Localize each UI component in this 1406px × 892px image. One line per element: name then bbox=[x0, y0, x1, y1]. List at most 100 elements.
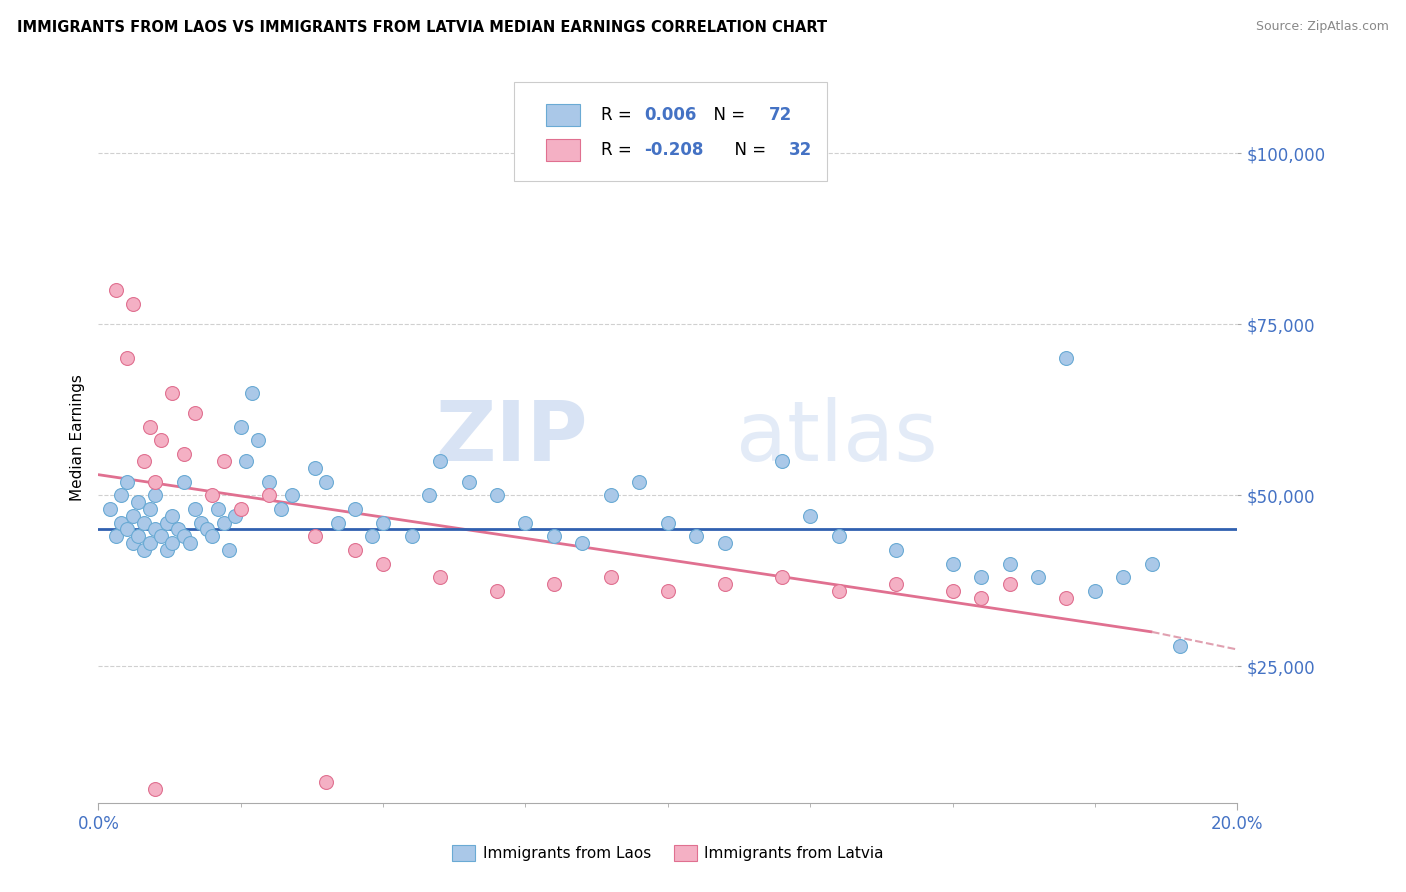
Point bbox=[418, 488, 440, 502]
Point bbox=[104, 283, 127, 297]
Point bbox=[600, 488, 623, 502]
Point bbox=[218, 542, 240, 557]
Point bbox=[162, 508, 184, 523]
Point bbox=[343, 501, 366, 516]
Text: 0.006: 0.006 bbox=[644, 106, 696, 124]
Point bbox=[150, 434, 173, 448]
Point bbox=[304, 529, 326, 543]
Text: R =: R = bbox=[600, 106, 637, 124]
Point bbox=[259, 488, 281, 502]
Point bbox=[373, 557, 395, 571]
Point bbox=[184, 406, 207, 420]
Point bbox=[1084, 583, 1107, 598]
Point bbox=[127, 495, 149, 509]
Point bbox=[770, 570, 793, 584]
Point bbox=[315, 775, 337, 789]
Point bbox=[115, 351, 138, 366]
Point bbox=[657, 583, 679, 598]
Point bbox=[201, 488, 224, 502]
Point bbox=[246, 434, 269, 448]
Text: N =: N = bbox=[724, 141, 770, 159]
Point bbox=[150, 529, 173, 543]
Point bbox=[360, 529, 382, 543]
Point bbox=[998, 577, 1021, 591]
Point bbox=[828, 583, 851, 598]
Point bbox=[138, 501, 160, 516]
Point bbox=[207, 501, 229, 516]
Point bbox=[162, 385, 184, 400]
Text: 32: 32 bbox=[789, 141, 811, 159]
Point bbox=[799, 508, 821, 523]
Point bbox=[145, 782, 167, 797]
Point bbox=[167, 522, 190, 536]
Point bbox=[110, 516, 132, 530]
Point bbox=[224, 508, 246, 523]
Point bbox=[401, 529, 423, 543]
Point bbox=[270, 501, 292, 516]
Point bbox=[571, 536, 593, 550]
Point bbox=[326, 516, 349, 530]
Point bbox=[98, 501, 121, 516]
Point bbox=[121, 508, 143, 523]
Point bbox=[1056, 351, 1078, 366]
Point bbox=[145, 522, 167, 536]
Point bbox=[173, 447, 195, 461]
FancyBboxPatch shape bbox=[515, 82, 827, 181]
Point bbox=[884, 542, 907, 557]
Point bbox=[600, 570, 623, 584]
Text: R =: R = bbox=[600, 141, 637, 159]
Point bbox=[942, 583, 965, 598]
Text: 72: 72 bbox=[769, 106, 793, 124]
Point bbox=[429, 570, 451, 584]
Point bbox=[714, 577, 737, 591]
Point bbox=[156, 542, 179, 557]
Point bbox=[281, 488, 304, 502]
Point bbox=[132, 542, 155, 557]
Point bbox=[770, 454, 793, 468]
Point bbox=[714, 536, 737, 550]
Point bbox=[110, 488, 132, 502]
Text: ZIP: ZIP bbox=[436, 397, 588, 477]
Point bbox=[1112, 570, 1135, 584]
Point bbox=[1056, 591, 1078, 605]
Point bbox=[173, 529, 195, 543]
Point bbox=[173, 475, 195, 489]
Point bbox=[121, 536, 143, 550]
Point bbox=[515, 516, 537, 530]
Point bbox=[942, 557, 965, 571]
Text: atlas: atlas bbox=[737, 397, 938, 477]
Y-axis label: Median Earnings: Median Earnings bbox=[69, 374, 84, 500]
Point bbox=[970, 591, 993, 605]
Point bbox=[315, 475, 337, 489]
Point bbox=[240, 385, 263, 400]
Point bbox=[343, 542, 366, 557]
Point bbox=[190, 516, 212, 530]
Text: -0.208: -0.208 bbox=[644, 141, 703, 159]
Point bbox=[657, 516, 679, 530]
Point bbox=[156, 516, 179, 530]
Point bbox=[235, 454, 257, 468]
Point bbox=[373, 516, 395, 530]
FancyBboxPatch shape bbox=[546, 104, 581, 127]
Point bbox=[229, 420, 252, 434]
Point bbox=[138, 420, 160, 434]
Text: IMMIGRANTS FROM LAOS VS IMMIGRANTS FROM LATVIA MEDIAN EARNINGS CORRELATION CHART: IMMIGRANTS FROM LAOS VS IMMIGRANTS FROM … bbox=[17, 20, 827, 35]
Point bbox=[543, 529, 565, 543]
Legend: Immigrants from Laos, Immigrants from Latvia: Immigrants from Laos, Immigrants from La… bbox=[451, 845, 884, 861]
FancyBboxPatch shape bbox=[546, 138, 581, 161]
Point bbox=[212, 454, 235, 468]
Point bbox=[998, 557, 1021, 571]
Point bbox=[212, 516, 235, 530]
Point bbox=[486, 583, 509, 598]
Point bbox=[179, 536, 201, 550]
Point bbox=[1026, 570, 1049, 584]
Point bbox=[229, 501, 252, 516]
Point bbox=[543, 577, 565, 591]
Point bbox=[1170, 639, 1192, 653]
Point bbox=[132, 454, 155, 468]
Point bbox=[121, 297, 143, 311]
Point bbox=[429, 454, 451, 468]
Point bbox=[127, 529, 149, 543]
Point bbox=[884, 577, 907, 591]
Point bbox=[304, 460, 326, 475]
